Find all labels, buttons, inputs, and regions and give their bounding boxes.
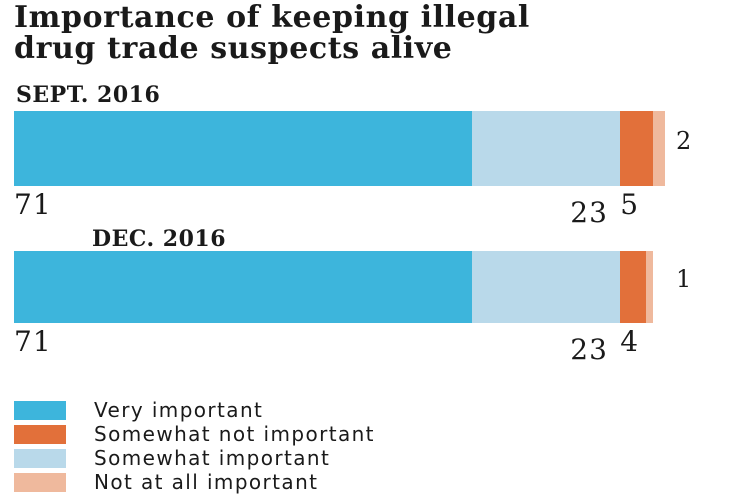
bar-segment-somewhat-important-sept-2016 bbox=[471, 111, 621, 186]
bar-segment-very-important-sept-2016 bbox=[14, 111, 472, 186]
chart-title-line-2: drug trade suspects alive bbox=[14, 31, 453, 66]
period-label-sept-2016: SEPT. 2016 bbox=[16, 82, 161, 108]
bar-segment-very-important-dec-2016 bbox=[14, 251, 472, 323]
legend-swatch-very-important bbox=[14, 401, 66, 420]
value-label-not-at-all-important-dec-2016: 1 bbox=[676, 265, 693, 293]
value-label-not-at-all-important-sept-2016: 2 bbox=[676, 126, 693, 155]
bar-segment-somewhat-not-important-sept-2016 bbox=[620, 111, 653, 186]
bar-segment-not-at-all-important-sept-2016 bbox=[652, 111, 666, 186]
value-label-very-important-sept-2016: 71 bbox=[14, 188, 52, 221]
value-label-somewhat-not-important-sept-2016: 5 bbox=[620, 188, 640, 221]
stacked-bar-dec-2016 bbox=[14, 251, 714, 323]
bar-segment-somewhat-important-dec-2016 bbox=[471, 251, 621, 323]
legend-label-very-important: Very important bbox=[94, 398, 264, 422]
value-label-somewhat-not-important-dec-2016: 4 bbox=[620, 325, 640, 358]
chart-title-line-1: Importance of keeping illegal bbox=[14, 0, 530, 35]
value-label-somewhat-important-dec-2016: 23 bbox=[570, 333, 608, 366]
chart-title: Importance of keeping illegal drug trade… bbox=[14, 2, 744, 64]
period-label-dec-2016: DEC. 2016 bbox=[92, 226, 227, 252]
legend-label-somewhat-important: Somewhat important bbox=[94, 446, 331, 470]
value-label-very-important-dec-2016: 71 bbox=[14, 325, 52, 358]
stacked-bar-sept-2016 bbox=[14, 111, 714, 186]
value-label-somewhat-important-sept-2016: 23 bbox=[570, 196, 608, 229]
bar-segment-somewhat-not-important-dec-2016 bbox=[620, 251, 647, 323]
legend-swatch-not-at-all-important bbox=[14, 473, 66, 492]
bar-segment-not-at-all-important-dec-2016 bbox=[646, 251, 653, 323]
legend-label-somewhat-not-important: Somewhat not important bbox=[94, 422, 375, 446]
legend-swatch-somewhat-not-important bbox=[14, 425, 66, 444]
legend-swatch-somewhat-important bbox=[14, 449, 66, 468]
legend-label-not-at-all-important: Not at all important bbox=[94, 470, 319, 494]
